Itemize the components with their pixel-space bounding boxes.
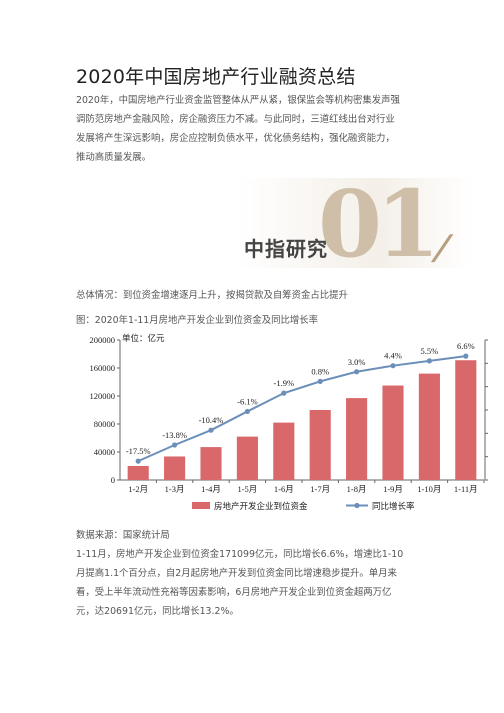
funding-chart: 0 40000 80000 120000 160000 200000 单位：亿元 1-2月 1-… — [90, 333, 488, 511]
growth-label: 4.4% — [384, 351, 402, 361]
growth-point — [463, 353, 469, 359]
x-tick-label: 1-7月 — [310, 484, 330, 494]
x-tick-label: 1-4月 — [201, 484, 221, 494]
banner-background — [238, 178, 472, 268]
bar — [127, 466, 149, 480]
legend-swatch-point — [354, 502, 360, 509]
overview-text: 总体情况：到位资金增速逐月上升，按揭贷款及自筹资金占比提升 — [76, 290, 348, 301]
growth-point — [317, 378, 323, 384]
bar — [346, 398, 368, 480]
legend-label-bars: 房地产开发企业到位资金 — [214, 501, 308, 511]
y-tick-label: 160000 — [90, 363, 116, 373]
growth-point — [135, 458, 141, 464]
intro-line: 调防范房地产金融风险，房企融资压力不减。与此同时，三道红线出台对行业 — [76, 114, 395, 125]
analysis-line: 元，达20691亿元，同比增长13.2%。 — [76, 606, 239, 617]
intro-line: 2020年，中国房地产行业资金监管整体从严从紧，银保监会等机构密集发声强 — [76, 95, 400, 106]
growth-label: 3.0% — [348, 357, 366, 367]
bar — [309, 410, 331, 480]
bar — [236, 436, 258, 480]
x-tick-label: 1-8月 — [347, 484, 367, 494]
growth-point — [244, 408, 250, 415]
analysis-line: 看，受上半年流动性充裕等因素影响，6月房地产开发企业到位资金超两万亿 — [76, 587, 392, 598]
y-tick-label: 80000 — [94, 419, 115, 429]
bar — [382, 385, 404, 480]
x-tick-label: 1-2月 — [128, 484, 148, 494]
growth-point — [208, 427, 214, 433]
x-tick-label: 1-5月 — [237, 484, 257, 494]
intro-paragraph: 2020年，中国房地产行业资金监管整体从严从紧，银保监会等机构密集发声强 调防范… — [76, 91, 448, 167]
growth-label: 0.8% — [311, 366, 329, 376]
unit-label: 单位：亿元 — [122, 333, 165, 343]
analysis-paragraph: 1-11月，房地产开发企业到位资金171099亿元，同比增长6.6%，增速比1-… — [76, 545, 448, 621]
growth-label: 6.6% — [457, 341, 475, 351]
growth-label: -13.8% — [162, 430, 187, 440]
x-tick-label: 1-9月 — [383, 484, 403, 494]
analysis-line: 月提高1.1个百分点，自2月起房地产开发到位资金同比增速稳步提升。单月来 — [76, 568, 397, 579]
banner-text: 中指研究 — [244, 237, 328, 261]
growth-point — [354, 369, 360, 375]
growth-label: -17.5% — [126, 446, 151, 456]
article-title: 2020年中国房地产行业融资总结 — [76, 66, 356, 88]
growth-point — [172, 442, 178, 448]
y-tick-label: 120000 — [90, 391, 116, 401]
x-tick-label: 1-6月 — [274, 484, 294, 494]
growth-label: -6.1% — [237, 396, 258, 406]
intro-line: 发展将产生深远影响，房企应控制负债水平，优化债务结构，强化融资能力， — [76, 133, 395, 144]
growth-line — [137, 355, 466, 463]
growth-label: 5.5% — [421, 346, 439, 356]
banner-number: 01 — [318, 170, 440, 278]
bar — [164, 456, 186, 480]
y-tick-label: 200000 — [90, 335, 116, 345]
y-tick-label: 40000 — [94, 447, 115, 457]
legend-swatch-bars — [192, 502, 210, 509]
legend-label-line: 同比增长率 — [372, 501, 415, 511]
x-tick-label: 1-3月 — [165, 484, 185, 494]
x-tick-label: 1-11月 — [454, 484, 478, 494]
growth-label: -1.9% — [274, 378, 295, 388]
analysis-line: 1-11月，房地产开发企业到位资金171099亿元，同比增长6.6%，增速比1-… — [76, 549, 404, 560]
growth-point — [390, 363, 396, 369]
growth-label: -10.4% — [199, 415, 224, 425]
y-tick-label: 0 — [111, 475, 115, 485]
bar — [200, 447, 222, 480]
source-note: 数据来源：国家统计局 — [76, 530, 170, 541]
bar — [418, 373, 440, 480]
bar — [273, 422, 295, 480]
growth-point — [281, 390, 287, 396]
intro-line: 推动高质量发展。 — [76, 152, 152, 163]
bar — [455, 360, 477, 480]
growth-point — [426, 358, 432, 364]
x-tick-label: 1-10月 — [417, 484, 441, 494]
figure-caption: 图：2020年1-11月房地产开发企业到位资金及同比增长率 — [76, 315, 319, 326]
